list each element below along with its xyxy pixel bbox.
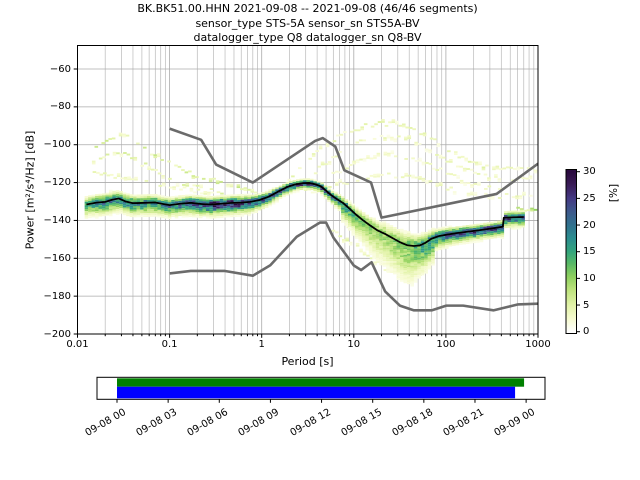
x-tick-label: 0.1 [161, 339, 178, 350]
x-tick-label: 1000 [525, 339, 551, 350]
title-line-2: sensor_type STS-5A sensor_sn STS5A-BV [195, 16, 420, 30]
colorbar-label: [%] [608, 183, 620, 203]
y-tick-label: −100 [43, 139, 71, 151]
colorbar-tick-label: 0 [583, 326, 590, 338]
x-tick-label: 1 [258, 339, 265, 350]
colorbar-tick-label: 10 [583, 272, 596, 284]
x-tick-label: 100 [436, 339, 456, 350]
colorbar-tick-label: 25 [583, 192, 596, 204]
x-tick-label: 0.01 [66, 339, 89, 350]
y-tick-label: −140 [43, 214, 71, 226]
colorbar-tick-label: 15 [583, 246, 596, 258]
title-line-1: BK.BK51.00.HHN 2021-09-08 -- 2021-09-08 … [137, 2, 478, 15]
colorbar-tick-label: 5 [583, 299, 590, 311]
y-tick-label: −200 [43, 328, 71, 340]
y-tick-label: −60 [49, 63, 71, 75]
title-line-3: datalogger_type Q8 datalogger_sn Q8-BV [193, 30, 422, 44]
colorbar-tick-label: 30 [583, 166, 596, 178]
y-tick-label: −80 [49, 101, 71, 113]
y-tick-label: −120 [43, 177, 71, 189]
y-tick-label: −160 [43, 252, 71, 264]
x-tick-label: 10 [347, 339, 361, 350]
colorbar-tick-label: 20 [583, 219, 596, 231]
y-tick-label: −180 [43, 290, 71, 302]
x-axis-label: Period [s] [281, 355, 334, 368]
